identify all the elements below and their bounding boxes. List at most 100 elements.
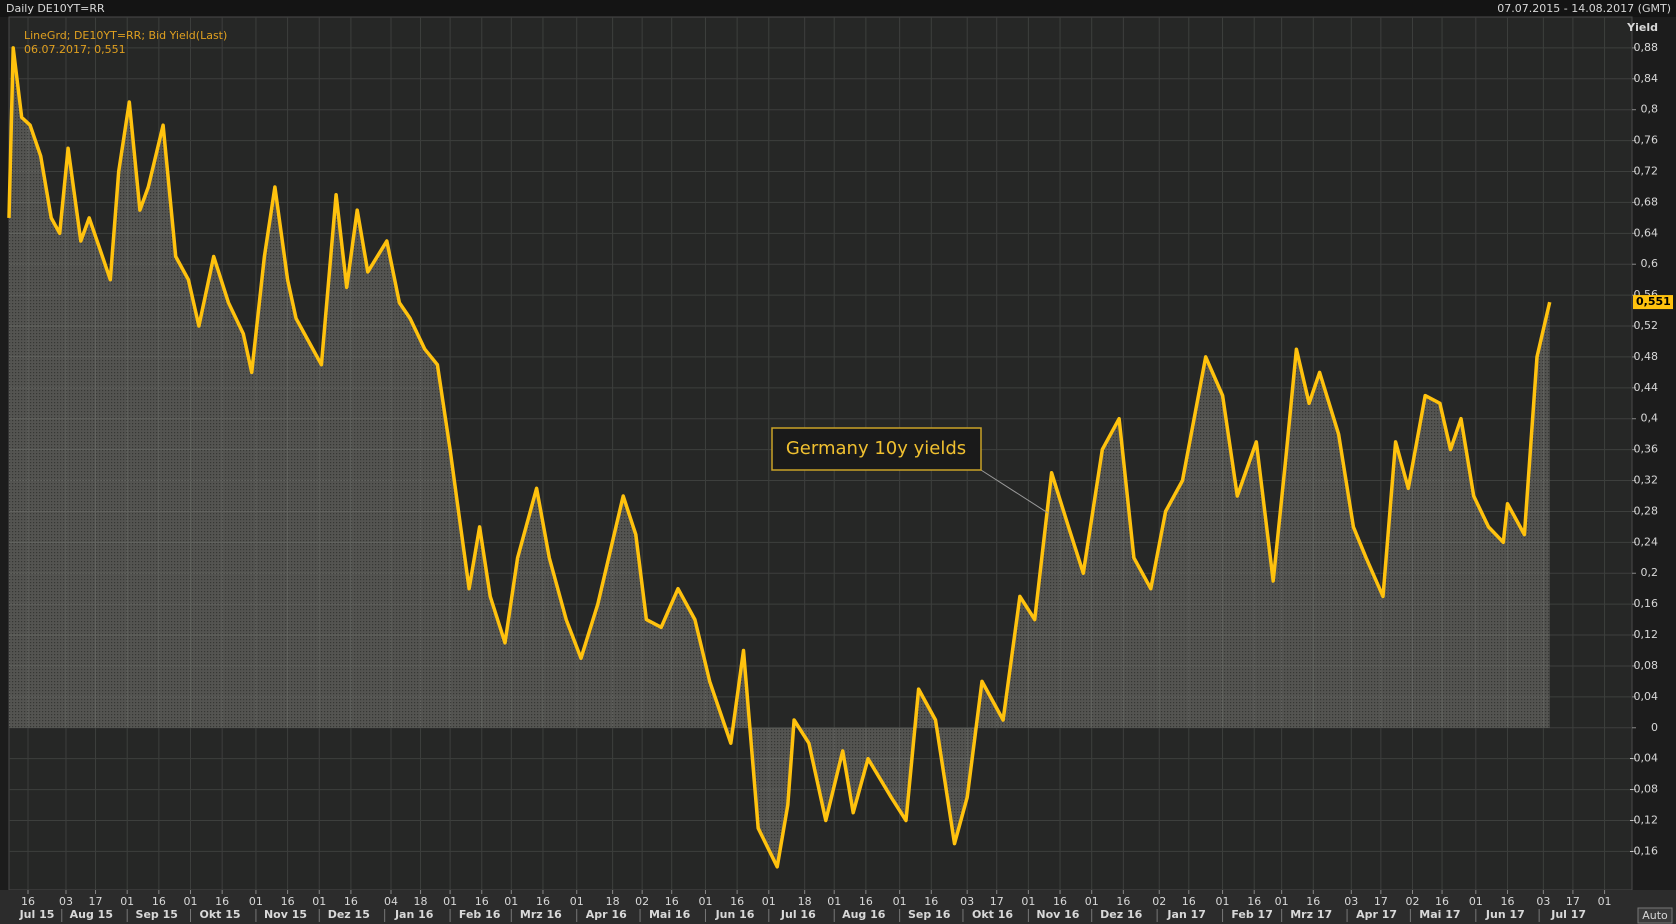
x-tick-label: 16 (215, 895, 229, 908)
y-tick-label: -0,16 (1630, 844, 1658, 857)
y-tick-label: -0,12 (1630, 813, 1658, 826)
y-tick-label: 0,16 (1634, 597, 1659, 610)
x-tick-label: 01 (570, 895, 584, 908)
y-tick-label: 0,88 (1634, 41, 1659, 54)
x-tick-label: 04 (384, 895, 398, 908)
y-tick-label: 0,32 (1634, 474, 1659, 487)
month-label: Nov 15 (264, 908, 307, 921)
x-tick-label: 16 (1306, 895, 1320, 908)
month-label: Okt 16 (972, 908, 1013, 921)
month-label: Mai 17 (1419, 908, 1460, 921)
month-label: Sep 15 (136, 908, 178, 921)
month-label: Jan 16 (394, 908, 434, 921)
x-tick-label: 16 (1182, 895, 1196, 908)
month-label: Mai 16 (649, 908, 691, 921)
x-tick-label: 03 (960, 895, 974, 908)
month-label: Mrz 17 (1290, 908, 1332, 921)
header-title: Daily DE10YT=RR (6, 2, 105, 15)
y-tick-label: 0,36 (1634, 443, 1659, 456)
x-tick-label: 16 (1500, 895, 1514, 908)
month-label: Jan 17 (1166, 908, 1205, 921)
month-label: Aug 15 (70, 908, 113, 921)
x-tick-label: 03 (1344, 895, 1358, 908)
x-tick-label: 16 (1435, 895, 1449, 908)
annotation-connector (980, 469, 1049, 514)
x-tick-label: 17 (1374, 895, 1388, 908)
x-tick-label: 16 (344, 895, 358, 908)
x-tick-label: 01 (827, 895, 841, 908)
month-label: Jun 16 (715, 908, 755, 921)
x-tick-label: 01 (1598, 895, 1612, 908)
x-tick-label: 02 (1406, 895, 1420, 908)
month-label: Jun 17 (1485, 908, 1525, 921)
axes: -0,16 -0,12 -0,08 -0,04 0 0,04 0,08 0,12 0,16 0,2… (19, 41, 1673, 922)
x-tick-label: 17 (1566, 895, 1580, 908)
x-tick-label: 16 (21, 895, 35, 908)
y-tick-label: 0,2 (1641, 566, 1659, 579)
x-tick-label: 16 (1053, 895, 1067, 908)
y-tick-label: 0,64 (1634, 226, 1659, 239)
x-tick-label: 16 (859, 895, 873, 908)
x-tick-label: 01 (1085, 895, 1099, 908)
x-tick-label: 18 (414, 895, 428, 908)
month-label: Jul 17 (1550, 908, 1586, 921)
x-tick-label: 01 (1275, 895, 1289, 908)
x-tick-label: 03 (1536, 895, 1550, 908)
legend-detail: 06.07.2017; 0,551 (24, 43, 126, 56)
x-tick-label: 01 (249, 895, 263, 908)
last-value-label: 0,551 (1636, 295, 1671, 308)
x-tick-label: 18 (606, 895, 620, 908)
legend-entry: LineGrd; DE10YT=RR; Bid Yield(Last) (24, 29, 227, 42)
y-tick-label: -0,04 (1630, 752, 1658, 765)
x-tick-label: 17 (89, 895, 103, 908)
month-label: Jul 15 (19, 908, 55, 921)
month-label: Aug 16 (842, 908, 886, 921)
x-tick-label: 01 (184, 895, 198, 908)
month-label: Apr 17 (1356, 908, 1397, 921)
auto-button-label[interactable]: Auto (1642, 909, 1668, 922)
x-tick-label: 16 (152, 895, 166, 908)
y-tick-label: 0,8 (1641, 103, 1659, 116)
x-tick-label: 01 (1216, 895, 1230, 908)
month-label: Jul 16 (780, 908, 816, 921)
annotation-box (771, 427, 982, 471)
y-tick-label: 0,84 (1634, 72, 1659, 85)
y-tick-label: 0,4 (1641, 412, 1659, 425)
y-tick-label: 0,08 (1634, 659, 1659, 672)
y-tick-label: 0,04 (1634, 690, 1659, 703)
month-label: Sep 16 (908, 908, 951, 921)
x-tick-label: 16 (475, 895, 489, 908)
x-tick-label: 18 (798, 895, 812, 908)
month-label: Mrz 16 (520, 908, 562, 921)
y-axis-title: Yield (1626, 21, 1658, 34)
x-tick-label: 01 (1021, 895, 1035, 908)
auto-button[interactable] (1637, 907, 1673, 924)
month-label: Feb 16 (459, 908, 501, 921)
x-tick-label: 01 (698, 895, 712, 908)
y-tick-label: 0,76 (1634, 134, 1659, 147)
y-tick-label: 0,68 (1634, 195, 1659, 208)
area (9, 47, 1550, 867)
x-tick-label: 01 (893, 895, 907, 908)
line (7, 46, 1552, 869)
y-tick-label: 0 (1651, 721, 1658, 734)
x-tick-label: 16 (1116, 895, 1130, 908)
month-label: Okt 15 (200, 908, 241, 921)
x-tick-label: 16 (281, 895, 295, 908)
x-tick-label: 16 (730, 895, 744, 908)
marks (7, 46, 1552, 869)
x-tick-label: 16 (665, 895, 679, 908)
month-label: Feb 17 (1231, 908, 1273, 921)
x-tick-label: 01 (443, 895, 457, 908)
y-tick-label: 0,44 (1634, 381, 1659, 394)
header-bar (0, 0, 1676, 17)
y-tick-label: 0,12 (1634, 628, 1659, 641)
x-tick-label: 16 (536, 895, 550, 908)
month-label: Dez 16 (1100, 908, 1142, 921)
x-tick-label: 01 (120, 895, 134, 908)
x-tick-label: 17 (990, 895, 1004, 908)
month-label: Nov 16 (1036, 908, 1079, 921)
y-tick-label: 0,72 (1634, 165, 1659, 178)
x-tick-label: 01 (504, 895, 518, 908)
